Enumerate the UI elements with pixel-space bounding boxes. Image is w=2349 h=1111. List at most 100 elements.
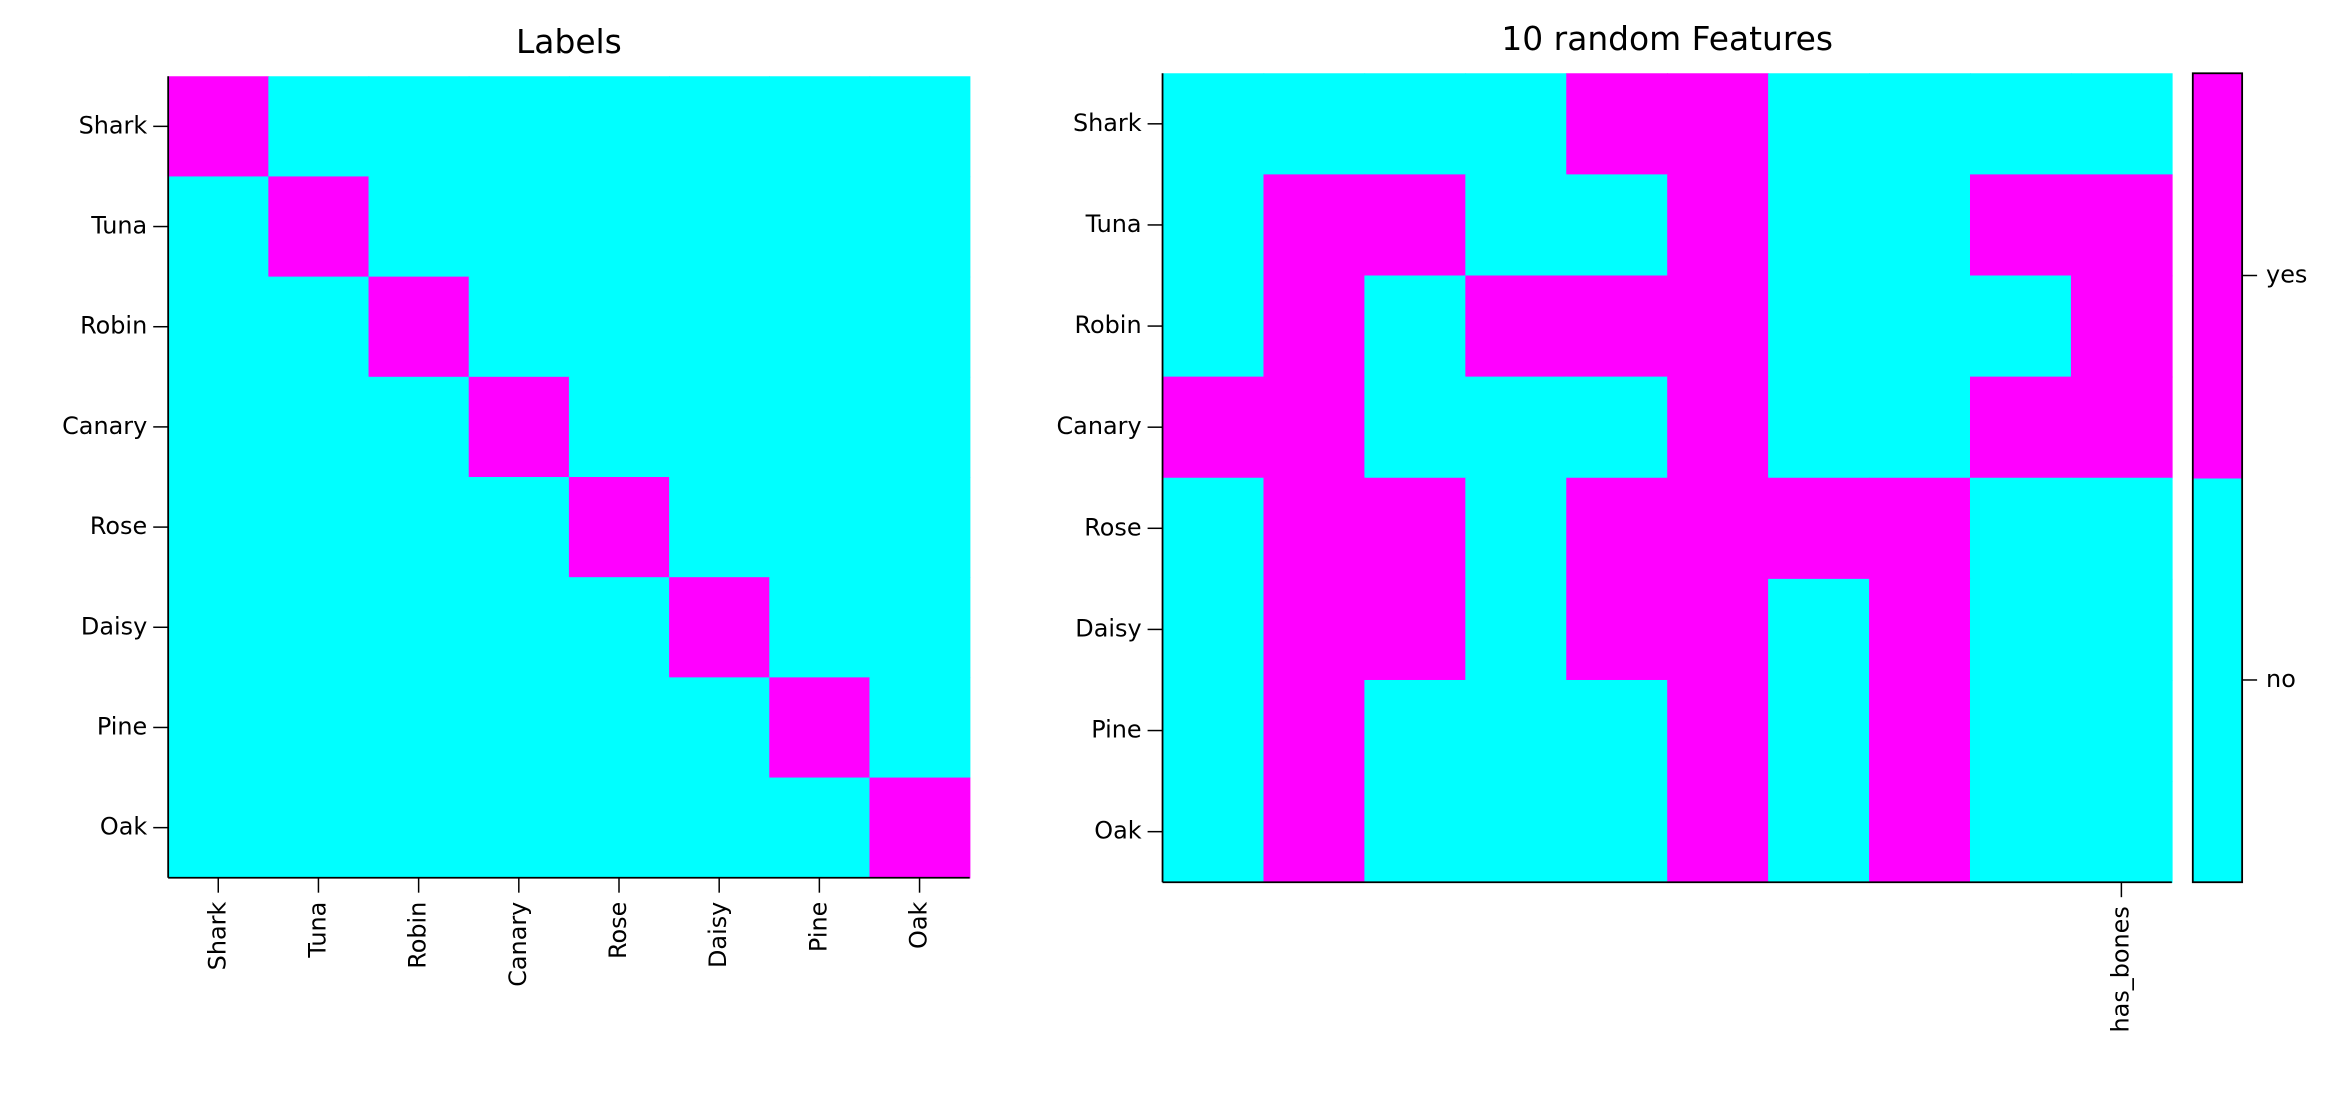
heatmap-cell [1465, 477, 1568, 580]
heatmap-cell [1465, 781, 1568, 883]
heatmap-cell [1869, 578, 1971, 681]
heatmap-cell [168, 777, 270, 879]
y-tick-label: Robin [80, 312, 147, 340]
colorbar-tick-label: yes [2266, 261, 2307, 289]
heatmap-cell [1667, 275, 1769, 378]
heatmap-cell [769, 76, 871, 178]
heatmap-cell [2070, 679, 2173, 782]
heatmap-cell [669, 76, 771, 178]
heatmap-cell [368, 376, 470, 478]
heatmap-cell [869, 777, 971, 879]
heatmap-cell [1768, 477, 1870, 580]
y-tick-label: Tuna [90, 212, 147, 240]
heatmap-cell [1465, 275, 1568, 378]
heatmap-cell [1869, 376, 1971, 479]
heatmap-cell [368, 76, 470, 178]
heatmap-cell [669, 577, 771, 679]
heatmap-cell [1969, 174, 2072, 277]
heatmap-cell [2070, 578, 2173, 681]
heatmap-cell [368, 677, 470, 779]
heatmap-cell [769, 577, 871, 679]
heatmap-cell [268, 777, 370, 879]
heatmap-cell [368, 777, 470, 879]
heatmap-cell [1768, 679, 1870, 782]
heatmap-cell [1566, 578, 1668, 681]
heatmap-cell [1869, 781, 1971, 883]
heatmap-cell [1263, 578, 1366, 681]
heatmap-cell [1263, 477, 1366, 580]
heatmap-cell [1263, 73, 1366, 176]
heatmap-cell [468, 476, 570, 578]
heatmap-cell [1969, 376, 2072, 479]
y-tick-label: Shark [79, 111, 148, 139]
heatmap-cell [468, 677, 570, 779]
heatmap-cell [168, 577, 270, 679]
y-tick-label: Robin [1074, 311, 1141, 339]
heatmap-cell [1263, 174, 1366, 277]
heatmap-cell [1364, 477, 1467, 580]
heatmap-cell [869, 476, 971, 578]
heatmap-cell [168, 176, 270, 278]
y-tick-label: Rose [90, 512, 147, 540]
heatmap-cell [669, 476, 771, 578]
heatmap-cell [769, 276, 871, 378]
heatmap-cell [1869, 477, 1971, 580]
heatmap-cell [1768, 376, 1870, 479]
heatmap-cell [368, 577, 470, 679]
heatmap-cell [869, 677, 971, 779]
heatmap-cell [468, 577, 570, 679]
heatmap-cell [1162, 781, 1265, 883]
heatmap-cell [268, 276, 370, 378]
heatmap-cell [1263, 376, 1366, 479]
heatmap-cell [568, 76, 670, 178]
heatmap-cell [769, 376, 871, 478]
heatmap-cell [1667, 174, 1769, 277]
heatmap-cell [1667, 578, 1769, 681]
heatmap-cell [1162, 578, 1265, 681]
heatmap-cell [669, 376, 771, 478]
heatmap-cell [1364, 73, 1467, 176]
heatmap-cell [1364, 174, 1467, 277]
x-tick-label: Oak [905, 902, 933, 949]
colorbar-border [2191, 72, 2244, 884]
heatmap-cell [268, 76, 370, 178]
heatmap-cell [568, 476, 670, 578]
heatmap-cell [1667, 376, 1769, 479]
x-tick-label: Tuna [303, 902, 331, 959]
heatmap-cell [1869, 679, 1971, 782]
y-tick-label: Shark [1073, 109, 1142, 137]
heatmap-cell [1263, 275, 1366, 378]
heatmap-cell [1465, 679, 1568, 782]
y-tick-label: Canary [1056, 412, 1141, 440]
heatmap-cell [1566, 174, 1668, 277]
y-tick-label: Pine [97, 712, 147, 740]
colorbar-tick-label: no [2266, 665, 2296, 693]
heatmap-cell [1162, 679, 1265, 782]
heatmap-cell [1364, 275, 1467, 378]
heatmap-cell [468, 76, 570, 178]
heatmap-cell [1364, 578, 1467, 681]
heatmap-cell [468, 376, 570, 478]
heatmap-cell [1969, 781, 2072, 883]
heatmap-cell [769, 476, 871, 578]
heatmap-cell [268, 677, 370, 779]
heatmap-cell [1364, 679, 1467, 782]
heatmap-cell [568, 777, 670, 879]
heatmap-cell [1969, 679, 2072, 782]
heatmap-cell [168, 76, 270, 178]
heatmap-cell [368, 276, 470, 378]
heatmap-cell [1263, 781, 1366, 883]
heatmap-cell [168, 677, 270, 779]
colorbar-segment [2192, 73, 2243, 479]
heatmap-cell [869, 76, 971, 178]
y-tick-label: Rose [1084, 513, 1141, 541]
heatmap-cell [2070, 781, 2173, 883]
heatmap-cell [1465, 73, 1568, 176]
heatmap-cell [1162, 477, 1265, 580]
y-tick-label: Pine [1091, 716, 1141, 744]
heatmap-cell [1768, 781, 1870, 883]
heatmap-cell [1768, 275, 1870, 378]
heatmap-cell [669, 276, 771, 378]
heatmap-cell [769, 677, 871, 779]
